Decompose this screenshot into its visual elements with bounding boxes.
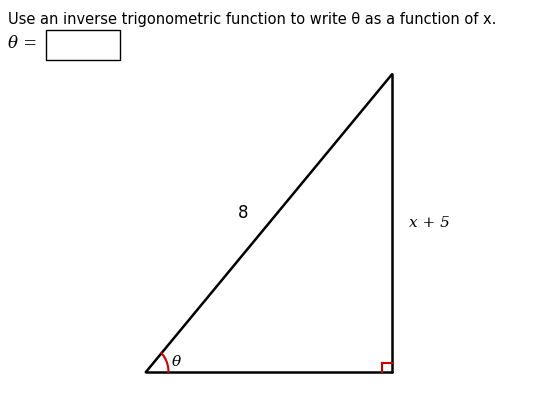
Text: 8: 8 [237,204,248,222]
Text: θ =: θ = [9,35,38,53]
Text: Use an inverse trigonometric function to write θ as a function of x.: Use an inverse trigonometric function to… [9,11,497,27]
Text: x + 5: x + 5 [409,216,450,230]
Bar [46,30,120,60]
Text: θ: θ [172,355,181,369]
